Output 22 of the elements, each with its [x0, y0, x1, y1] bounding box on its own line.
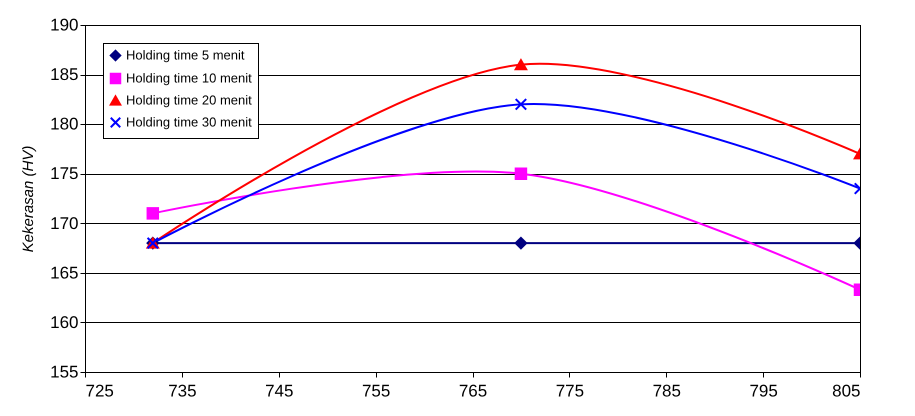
y-tick-label: 180: [50, 114, 78, 134]
x-tick-label: 765: [458, 382, 488, 400]
legend-label: Holding time 20 menit: [126, 92, 252, 108]
y-tick-label: 160: [50, 312, 78, 332]
y-tick-label: 165: [50, 263, 78, 282]
x-tick-label: 735: [168, 382, 197, 400]
x-tick-label: 755: [362, 382, 390, 400]
legend-label: Holding time 5 menit: [126, 48, 245, 62]
y-tick-label: 155: [50, 362, 78, 382]
x-tick-label: 795: [749, 382, 778, 400]
y-tick-label: 175: [50, 164, 78, 184]
y-axis-title: Kekerasan (HV): [20, 146, 38, 252]
x-tick-label: 745: [265, 382, 294, 400]
x-tick-label: 775: [556, 382, 584, 400]
x-tick-label: 725: [86, 382, 114, 400]
y-tick-label: 185: [50, 65, 78, 84]
x-tick-label: 785: [652, 382, 681, 400]
y-tick-label: 190: [50, 16, 78, 34]
legend-label: Holding time 10 menit: [126, 70, 252, 86]
x-tick-label: 805: [832, 382, 860, 400]
legend-label: Holding time 30 menit: [126, 114, 252, 130]
y-tick-label: 170: [50, 214, 78, 233]
